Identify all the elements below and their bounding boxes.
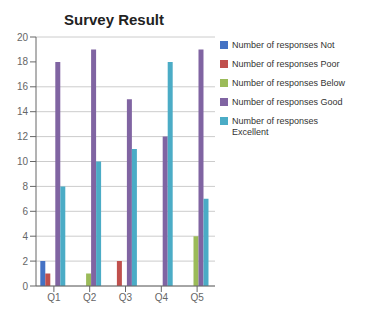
svg-text:4: 4 xyxy=(22,231,28,242)
svg-text:16: 16 xyxy=(17,81,29,92)
html-text:Number of responses Below: Number of responses Below xyxy=(232,78,346,88)
svg-text:8: 8 xyxy=(22,181,28,192)
svg-text:2: 2 xyxy=(22,256,28,267)
svg-text:Q2: Q2 xyxy=(83,292,97,303)
svg-text:0: 0 xyxy=(22,281,28,292)
html-text:Excellent: Excellent xyxy=(232,127,269,137)
svg-text:Q3: Q3 xyxy=(119,292,133,303)
html-text:Number of responses: Number of responses xyxy=(232,116,318,126)
html-text:Number of responses Not: Number of responses Not xyxy=(232,40,335,50)
svg-text:10: 10 xyxy=(17,156,29,167)
html-text:Number of responses Good: Number of responses Good xyxy=(232,97,343,107)
svg-text:Q5: Q5 xyxy=(190,292,204,303)
svg-text:20: 20 xyxy=(17,32,29,43)
svg-text:18: 18 xyxy=(17,56,29,67)
html-text:Survey Result: Survey Result xyxy=(64,11,164,28)
svg-text:Q4: Q4 xyxy=(155,292,169,303)
svg-text:14: 14 xyxy=(17,106,29,117)
svg-text:12: 12 xyxy=(17,131,29,142)
svg-text:6: 6 xyxy=(22,206,28,217)
svg-text:Q1: Q1 xyxy=(47,292,61,303)
html-text:Number of responses Poor: Number of responses Poor xyxy=(232,59,340,69)
